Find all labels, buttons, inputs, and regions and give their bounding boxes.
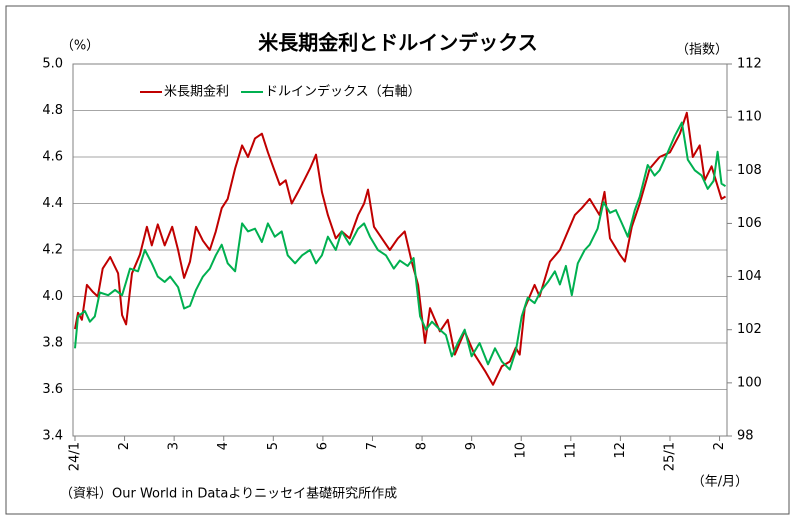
y-tick-label: 3.8 [42, 336, 63, 351]
y2-tick-label: 106 [737, 216, 762, 231]
x-tick-label: 25/1 [662, 442, 677, 471]
y-tick-label: 5.0 [42, 57, 63, 72]
x-tick-label: 12 [613, 442, 628, 459]
y2-tick-label: 98 [737, 429, 754, 444]
x-tick-label: 7 [365, 442, 380, 450]
y2-tick-label: 112 [737, 57, 762, 72]
x-tick-label: 24/1 [67, 442, 82, 471]
chart-title: 米長期金利とドルインデックス [258, 31, 537, 55]
plot-area [72, 63, 728, 437]
data-line [74, 111, 727, 386]
y-tick-label: 3.6 [42, 382, 63, 397]
y2-tick-label: 102 [737, 322, 762, 337]
chart-frame [5, 5, 790, 515]
x-axis-label: （年/月） [692, 475, 748, 490]
y2-tick-label: 104 [737, 269, 762, 284]
source-note: （資料）Our World in Dataよりニッセイ基礎研究所作成 [60, 487, 397, 502]
y2-tick-label: 100 [737, 375, 762, 390]
x-tick-label: 9 [464, 442, 479, 450]
y-tick-label: 4.2 [42, 243, 63, 258]
x-tick-label: 2 [712, 442, 727, 450]
x-tick-label: 8 [415, 442, 430, 450]
x-tick-label: 5 [266, 442, 281, 450]
x-tick-label: 4 [216, 442, 231, 450]
x-tick-label: 3 [167, 442, 182, 450]
x-tick-label: 11 [563, 442, 578, 459]
y2-tick-label: 110 [737, 110, 762, 125]
x-tick-label: 6 [315, 442, 330, 450]
y-tick-label: 4.0 [42, 289, 63, 304]
y-tick-label: 4.8 [42, 103, 63, 118]
y2-tick-label: 108 [737, 163, 762, 178]
y-tick-label: 3.4 [42, 429, 63, 444]
legend-label: ドルインデックス（右軸） [265, 84, 421, 100]
x-tick-label: 10 [514, 442, 529, 459]
x-tick-label: 2 [117, 442, 132, 450]
y-tick-label: 4.6 [42, 150, 63, 165]
legend-label: 米長期金利 [164, 84, 229, 100]
y2-axis-label: （指数） [676, 43, 728, 58]
y-tick-label: 4.4 [42, 196, 63, 211]
data-line [74, 121, 727, 371]
y-axis-label: （%） [61, 39, 99, 54]
